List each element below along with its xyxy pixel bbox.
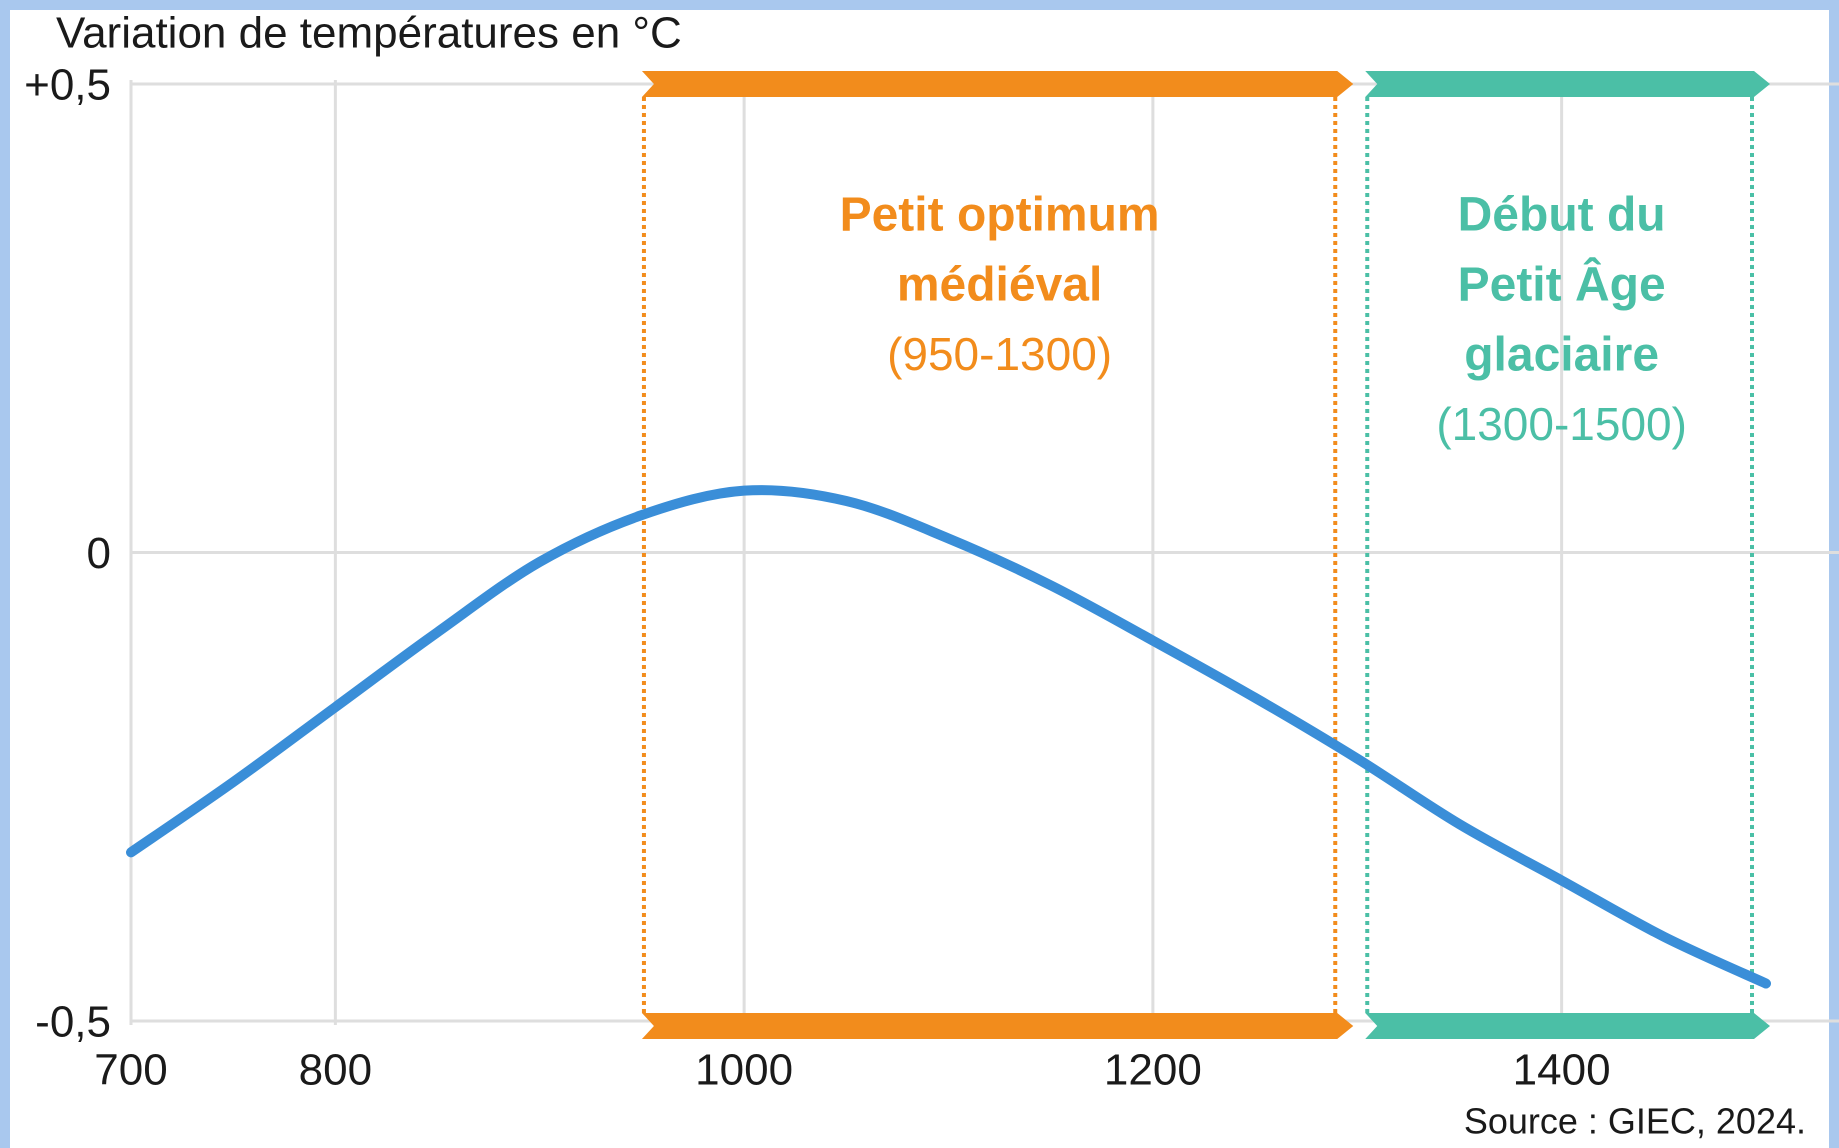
period-bar [641,71,1354,97]
period-bar [641,1013,1354,1039]
period-range: (1300-1500) [1436,398,1687,450]
y-tick-label: +0,5 [24,61,111,110]
period-bar [1365,1013,1770,1039]
x-tick-label: 800 [299,1046,372,1095]
period-bar [1365,71,1770,97]
y-tick-label: -0,5 [35,998,111,1047]
y-tick-label: 0 [87,529,111,578]
period-label: Petit optimum [840,189,1160,242]
x-tick-label: 700 [94,1046,167,1095]
period-label: Début du [1458,189,1666,242]
period-label: médiéval [897,259,1102,312]
period-range: (950-1300) [887,328,1112,380]
x-tick-label: 1200 [1104,1046,1202,1095]
period-label: Petit Âge [1458,257,1666,312]
x-tick-label: 1400 [1513,1046,1611,1095]
source: Source : GIEC, 2024. [1464,1101,1806,1142]
data-line [126,485,1771,989]
chart-title: Variation de températures en °C [56,9,682,58]
period-label: glaciaire [1464,329,1659,382]
x-tick-label: 1000 [695,1046,793,1095]
